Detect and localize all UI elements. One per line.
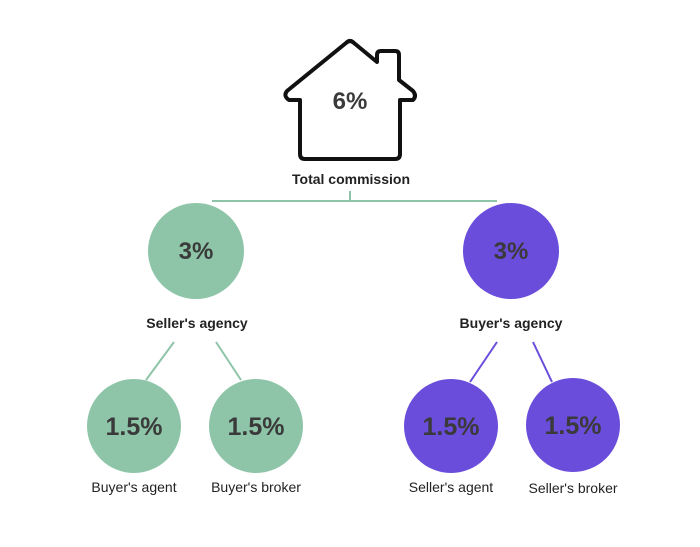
- sellers-agent-label: Seller's agent: [408, 479, 494, 495]
- seller-agency-connector-right: [215, 341, 242, 381]
- buyers-agency-value: 3%: [494, 238, 529, 265]
- buyers-broker-value: 1.5%: [228, 413, 285, 441]
- buyers-broker-label: Buyer's broker: [211, 479, 301, 495]
- root-label: Total commission: [292, 171, 410, 187]
- buyer-agency-connector-right: [532, 341, 553, 383]
- sellers-broker-label: Seller's broker: [528, 480, 618, 496]
- buyers-agency-circle: [463, 203, 559, 299]
- sellers-agent-value: 1.5%: [423, 413, 480, 441]
- buyers-agency-label: Buyer's agency: [459, 315, 563, 331]
- buyers-agent-value: 1.5%: [106, 413, 163, 441]
- sellers-agency-value: 3%: [179, 238, 214, 265]
- buyers-agent-label: Buyer's agent: [91, 479, 177, 495]
- sellers-agency-label: Seller's agency: [146, 315, 248, 331]
- sellers-agency-circle: [148, 203, 244, 299]
- root-connector: [212, 191, 497, 202]
- root-value: 6%: [333, 88, 368, 115]
- sellers-broker-circle: [526, 378, 620, 472]
- sellers-agent-circle: [404, 379, 498, 473]
- buyers-agent-circle: [87, 379, 181, 473]
- house-icon: [283, 39, 417, 161]
- buyer-agency-connector-left: [469, 341, 498, 383]
- seller-agency-connector-left: [145, 341, 175, 381]
- buyers-broker-circle: [209, 379, 303, 473]
- sellers-broker-value: 1.5%: [545, 412, 602, 440]
